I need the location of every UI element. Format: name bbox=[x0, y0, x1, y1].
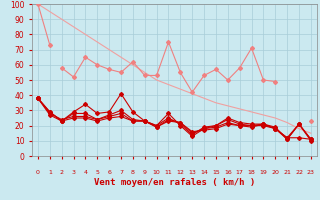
X-axis label: Vent moyen/en rafales ( km/h ): Vent moyen/en rafales ( km/h ) bbox=[94, 178, 255, 187]
